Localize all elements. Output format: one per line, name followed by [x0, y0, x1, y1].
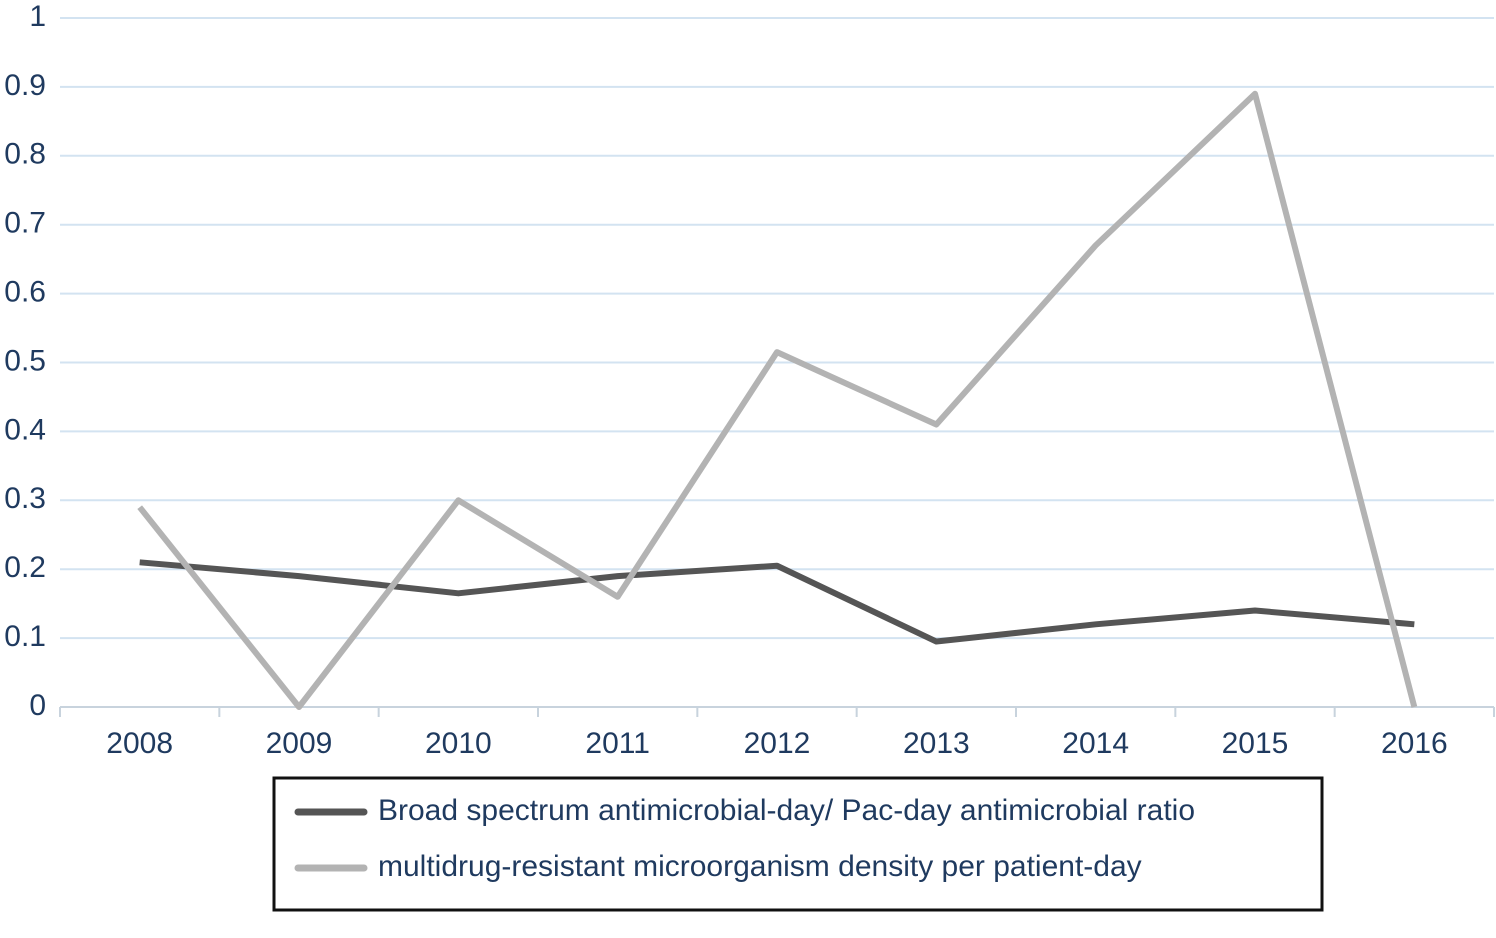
y-tick-label: 0.9: [4, 69, 46, 102]
x-tick-label: 2009: [266, 727, 333, 760]
legend-box: [272, 776, 1324, 912]
x-tick-label: 2012: [744, 727, 811, 760]
y-tick-label: 0.7: [4, 207, 46, 240]
y-tick-label: 0.5: [4, 344, 46, 377]
y-tick-label: 0.8: [4, 138, 46, 171]
y-tick-label: 0.2: [4, 551, 46, 584]
x-tick-label: 2014: [1062, 727, 1129, 760]
series-line: [137, 90, 1418, 710]
x-tick-label: 2016: [1381, 727, 1448, 760]
y-tick-label: 0.4: [4, 413, 46, 446]
y-tick-label: 0.1: [4, 620, 46, 653]
y-tick-label: 1: [29, 0, 46, 33]
x-tick-label: 2013: [903, 727, 970, 760]
legend-label: Broad spectrum antimicrobial-day/ Pac-da…: [378, 794, 1195, 827]
x-tick-label: 2010: [425, 727, 492, 760]
y-tick-label: 0.3: [4, 482, 46, 515]
x-tick-label: 2015: [1222, 727, 1289, 760]
x-tick-label: 2008: [106, 727, 173, 760]
y-tick-label: 0.6: [4, 276, 46, 309]
y-tick-label: 0: [29, 689, 46, 722]
x-tick-label: 2011: [585, 727, 650, 760]
series-line: [139, 559, 1415, 645]
legend-label: multidrug-resistant microorganism densit…: [378, 850, 1142, 883]
